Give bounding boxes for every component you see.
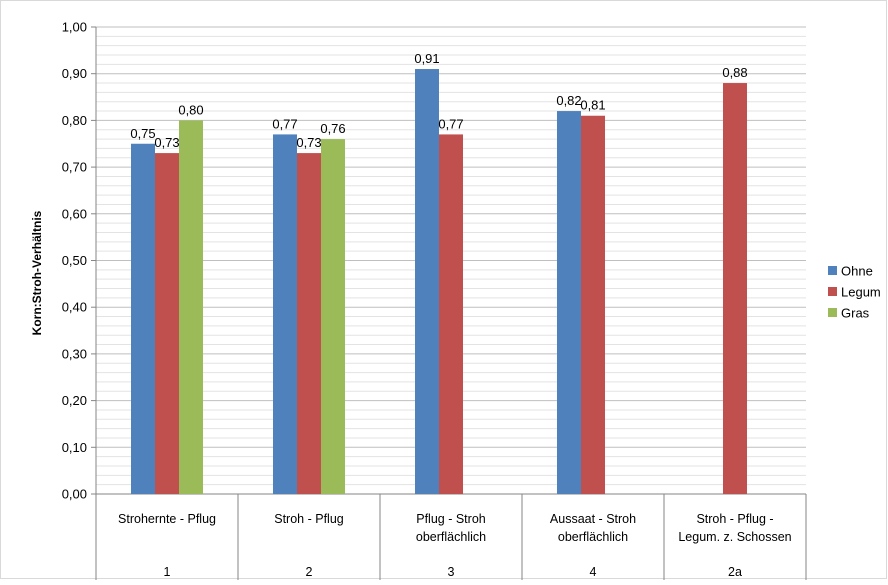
data-label: 0,82 bbox=[556, 93, 581, 108]
data-label: 0,80 bbox=[178, 102, 203, 117]
x-category-number: 1 bbox=[164, 565, 171, 579]
data-label: 0,77 bbox=[438, 116, 463, 131]
x-category-label: Aussaat - Stroh bbox=[550, 512, 636, 526]
x-category-label: Strohernte - Pflug bbox=[118, 512, 216, 526]
legend-label-gras: Gras bbox=[841, 306, 870, 321]
bar-ohne bbox=[415, 69, 439, 494]
bar-ohne bbox=[557, 111, 581, 494]
x-category-number: 2a bbox=[728, 565, 742, 579]
y-tick-label: 0,10 bbox=[62, 440, 87, 455]
y-tick-label: 0,70 bbox=[62, 160, 87, 175]
y-tick-label: 0,80 bbox=[62, 113, 87, 128]
y-tick-label: 1,00 bbox=[62, 20, 87, 35]
bar-gras bbox=[179, 120, 203, 495]
data-label: 0,81 bbox=[580, 98, 605, 113]
legend-swatch-legum bbox=[828, 287, 837, 296]
bar-legum bbox=[297, 153, 321, 494]
data-label: 0,76 bbox=[320, 121, 345, 136]
y-axis-title: Korn:Stroh-Verhältnis bbox=[30, 210, 44, 335]
data-labels: 0,750,730,800,770,730,760,910,770,820,81… bbox=[130, 51, 747, 150]
x-axis-categories: Strohernte - Pflug 1 Stroh - Pflug 2 Pflug -… bbox=[118, 512, 792, 579]
legend-label-legum: Legum bbox=[841, 285, 881, 300]
y-tick-label: 0,30 bbox=[62, 346, 87, 361]
bar-legum bbox=[723, 83, 747, 494]
bar-legum bbox=[439, 134, 463, 494]
x-category-label: Legum. z. Schossen bbox=[678, 530, 791, 544]
data-label: 0,91 bbox=[414, 51, 439, 66]
axes: 0,00 0,10 0,20 0,30 0,40 0,50 0,60 0,70 0,80 0,90… bbox=[62, 20, 807, 580]
bar-legum bbox=[581, 115, 605, 494]
bar-legum bbox=[155, 153, 179, 494]
bar-ohne bbox=[273, 134, 297, 494]
data-label: 0,73 bbox=[154, 135, 179, 150]
x-category-label: Pflug - Stroh bbox=[416, 512, 486, 526]
y-tick-label: 0,40 bbox=[62, 300, 87, 315]
data-label: 0,77 bbox=[272, 116, 297, 131]
y-tick-label: 0,90 bbox=[62, 66, 87, 81]
y-tick-label: 0,00 bbox=[62, 487, 87, 502]
y-tick-label: 0,50 bbox=[62, 253, 87, 268]
x-category-number: 4 bbox=[590, 565, 597, 579]
data-label: 0,88 bbox=[722, 65, 747, 80]
x-category-label: oberflächlich bbox=[558, 530, 628, 544]
data-label: 0,75 bbox=[130, 126, 155, 141]
x-category-label: oberflächlich bbox=[416, 530, 486, 544]
legend-swatch-ohne bbox=[828, 266, 837, 275]
y-tick-label: 0,20 bbox=[62, 393, 87, 408]
legend-swatch-gras bbox=[828, 308, 837, 317]
data-label: 0,73 bbox=[296, 135, 321, 150]
y-tick-label: 0,60 bbox=[62, 206, 87, 221]
bars bbox=[131, 69, 747, 495]
x-category-number: 2 bbox=[306, 565, 313, 579]
legend: Ohne Legum Gras bbox=[828, 264, 881, 321]
bar-ohne bbox=[131, 143, 155, 494]
x-category-number: 3 bbox=[448, 565, 455, 579]
legend-label-ohne: Ohne bbox=[841, 264, 873, 279]
x-category-label: Stroh - Pflug bbox=[274, 512, 344, 526]
bar-gras bbox=[321, 139, 345, 494]
x-category-label: Stroh - Pflug - bbox=[696, 512, 773, 526]
